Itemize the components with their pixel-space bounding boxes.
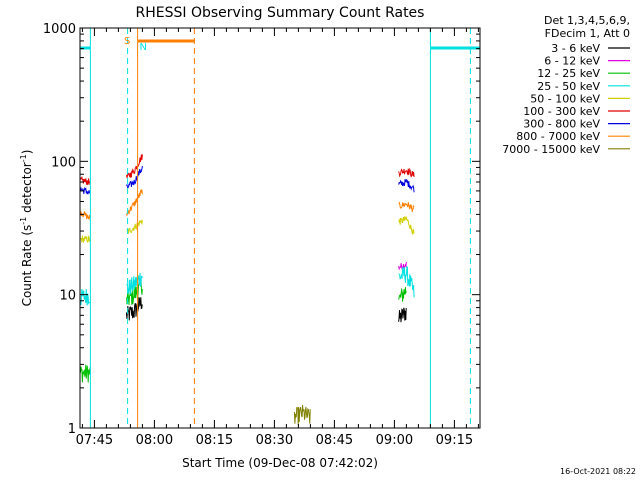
marker-s-label: S [124,36,130,47]
x-tick-label: 07:45 [76,433,113,448]
legend-label: 100 - 300 keV [523,105,600,118]
y-axis-label: Count Rate (s-1 detector-1) [19,150,34,307]
x-tick-label: 08:00 [136,433,173,448]
y-tick-label: 1000 [43,22,76,37]
legend: Det 1,3,4,5,6,9, FDecim 1, Att 0 3 - 6 k… [502,14,630,156]
series-line [80,175,91,186]
series-line [126,165,143,189]
legend-label: 12 - 25 keV [537,67,600,80]
legend-header-line-1: Det 1,3,4,5,6,9, [544,14,630,27]
series-line [80,234,91,243]
legend-label: 300 - 800 keV [523,118,600,131]
series-line [398,307,407,323]
legend-label: 3 - 6 keV [551,42,600,55]
series-line [126,154,143,179]
marker-n-label: N [139,42,146,53]
legend-label: 25 - 50 keV [537,80,600,93]
plot-frame [79,27,481,429]
x-tick-label: 08:30 [256,433,293,448]
series-line [398,287,407,302]
footer-timestamp: 16-Oct-2021 08:22 [560,467,636,476]
legend-label: 6 - 12 keV [544,55,600,68]
series-line [80,288,91,306]
series-line [126,189,143,216]
legend-label: 800 - 7000 keV [516,130,600,143]
series-group [80,154,415,426]
legend-label: 7000 - 15000 keV [502,143,600,156]
series-line [398,167,415,178]
series-line [126,272,143,295]
y-tick-label: 10 [59,289,76,304]
x-tick-label: 09:00 [376,433,413,448]
series-line [398,265,415,298]
x-axis-label: Start Time (09-Dec-08 07:42:02) [182,456,378,470]
series-line [293,404,311,426]
axis-layer: 1 10 100 1000 07:45 08:00 08:15 08:30 08:45 09:00… [43,22,481,448]
series-line [125,297,143,321]
y-tick-label: 1 [68,422,76,437]
series-line [80,364,91,383]
series-line [398,201,415,213]
legend-label: 50 - 100 keV [530,92,600,105]
series-line [398,215,415,235]
x-tick-label: 09:15 [436,433,473,448]
chart-title: RHESSI Observing Summary Count Rates [136,5,425,21]
x-tick-label: 08:45 [316,433,353,448]
marker-layer: SN [80,28,480,428]
series-line [80,186,91,195]
legend-header-line-2: FDecim 1, Att 0 [545,27,630,40]
series-layer [80,154,415,426]
x-tick-label: 08:15 [196,433,233,448]
series-line [126,219,143,234]
y-tick-label: 100 [51,155,76,170]
series-line [398,178,415,193]
